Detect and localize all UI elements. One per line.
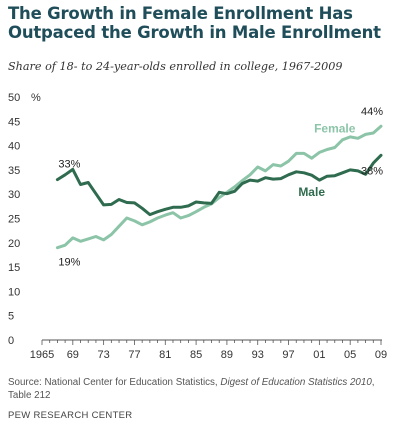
source-note: Source: National Center for Education St…	[8, 376, 400, 402]
y-tick-label: 25	[8, 214, 20, 226]
x-tick-label: 05	[344, 349, 356, 361]
male-end-label: 38%	[361, 165, 383, 177]
source-suffix: , Table 212	[8, 377, 375, 401]
y-unit-label: %	[31, 92, 41, 104]
org-name: PEW RESEARCH CENTER	[8, 410, 133, 421]
x-tick-label: 01	[313, 349, 325, 361]
y-tick-label: 45	[8, 116, 20, 128]
x-tick-label: 1965	[30, 349, 54, 361]
x-tick-label: 97	[282, 349, 294, 361]
x-axis-ticks: 1965 69 73 77 81 85 89 93 97 01 05 09	[30, 340, 387, 361]
source-prefix: Source: National Center for Education St…	[8, 377, 221, 388]
y-tick-label: 5	[8, 311, 14, 323]
y-tick-label: 35	[8, 165, 20, 177]
series-group	[55, 124, 383, 250]
female-series-label: Female	[314, 121, 356, 135]
x-tick-label: 73	[98, 349, 110, 361]
y-tick-label: 15	[8, 262, 20, 274]
x-tick-label: 89	[221, 349, 233, 361]
x-tick-label: 09	[375, 349, 387, 361]
y-tick-label: 50	[8, 92, 20, 104]
annotation-group: 33% 19% 44% 38% Female Male	[58, 106, 383, 269]
female-end-label: 44%	[361, 106, 383, 118]
female-start-label: 19%	[58, 257, 80, 269]
x-tick-label: 85	[190, 349, 202, 361]
y-tick-label: 30	[8, 189, 20, 201]
male-series-label: Male	[298, 185, 325, 199]
male-start-label: 33%	[58, 159, 80, 171]
chart-title: The Growth in Female Enrollment Has Outp…	[8, 4, 381, 42]
x-tick-label: 69	[67, 349, 79, 361]
chart-subtitle: Share of 18- to 24-year-olds enrolled in…	[8, 60, 343, 73]
x-tick-label: 81	[159, 349, 171, 361]
y-tick-label: 40	[8, 141, 20, 153]
x-tick-label: 93	[252, 349, 264, 361]
y-axis-ticks: 0 5 10 15 20 25 30 35 40 45 50%	[8, 92, 41, 347]
y-tick-label: 10	[8, 286, 20, 298]
source-publication: Digest of Education Statistics 2010	[220, 377, 372, 388]
male-line	[55, 153, 383, 217]
x-tick-label: 77	[128, 349, 140, 361]
female-line	[55, 124, 383, 250]
y-tick-label: 20	[8, 238, 20, 250]
y-tick-label: 0	[8, 335, 14, 347]
